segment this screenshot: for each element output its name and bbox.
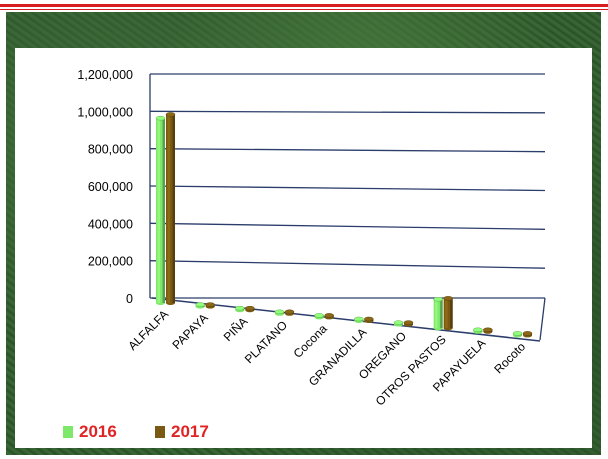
bar-body xyxy=(443,298,453,329)
bar-body xyxy=(166,114,175,303)
x-tick-label: Cocona xyxy=(291,321,330,360)
bar-2017-5 xyxy=(364,316,374,323)
bar-2017-1 xyxy=(205,302,215,309)
x-tick-label: ALFALFA xyxy=(125,307,171,353)
bar-2016-3 xyxy=(274,309,285,316)
bar-2017-2 xyxy=(245,305,255,313)
legend-item-2017: 2017 xyxy=(155,422,209,442)
legend-swatch-2017 xyxy=(155,426,165,438)
bar-highlight xyxy=(445,298,448,329)
legend-label-2016: 2016 xyxy=(79,422,117,441)
chart-panel xyxy=(15,48,592,448)
bar-2017-4 xyxy=(324,313,334,320)
bar-cap xyxy=(522,331,533,336)
bar-cap xyxy=(195,302,205,307)
bar-cap xyxy=(354,316,364,322)
bar-cap xyxy=(284,309,295,315)
gridline xyxy=(149,260,546,269)
bar-2016-0 xyxy=(155,115,166,305)
bar-2016-6 xyxy=(393,320,404,327)
y-tick-label: 200,000 xyxy=(88,255,133,269)
bar-cap xyxy=(235,305,245,311)
bar-cap xyxy=(155,115,166,121)
bar-2017-9 xyxy=(522,331,533,338)
bar-cap xyxy=(274,309,285,315)
bar-body xyxy=(433,299,443,329)
bars xyxy=(155,112,533,338)
y-tick-labels: 0 200,000 400,000 600,000 800,000 1,000,000 1,… xyxy=(77,68,133,306)
bar-shadow xyxy=(450,298,453,329)
gridline xyxy=(149,222,546,230)
bar-cap xyxy=(205,302,215,307)
top-rule-1 xyxy=(0,4,608,7)
bar-2016-2 xyxy=(235,305,245,313)
bar-2017-0 xyxy=(165,112,176,305)
bar-cap xyxy=(473,327,483,333)
bar-2016-5 xyxy=(354,316,364,323)
bar-shadow xyxy=(172,114,175,303)
bar-2017-3 xyxy=(284,309,295,316)
bar-highlight xyxy=(167,114,170,303)
bar-2016-9 xyxy=(512,331,523,338)
bar-highlight xyxy=(157,118,160,303)
bar-2017-6 xyxy=(403,320,414,327)
legend-swatch-2016 xyxy=(63,426,73,438)
y-tick-label: 0 xyxy=(126,292,133,306)
legend-item-2016: 2016 xyxy=(63,422,117,442)
bar-body xyxy=(156,118,165,303)
gridline xyxy=(149,185,546,192)
bar-cap xyxy=(483,327,493,333)
y-tick-label: 400,000 xyxy=(88,217,133,231)
bar-cap xyxy=(364,316,374,322)
y-tick-label: 600,000 xyxy=(88,180,133,194)
legend-label-2017: 2017 xyxy=(171,422,209,441)
bar-cap xyxy=(433,297,443,302)
x-tick-label: PAPAYA xyxy=(169,311,210,352)
gridline xyxy=(149,148,546,153)
bar-2016-1 xyxy=(195,302,205,309)
bar-highlight xyxy=(435,299,438,329)
bar-cap xyxy=(165,112,176,117)
gridline xyxy=(149,110,546,114)
gridlines xyxy=(149,73,546,342)
bar-cap xyxy=(512,331,523,336)
bar-2016-4 xyxy=(314,313,324,320)
x-tick-label: PIÑA xyxy=(221,314,251,344)
bar-2017-8 xyxy=(483,327,493,334)
bar-cap xyxy=(393,320,404,325)
x-tick-label: Rocoto xyxy=(491,339,528,376)
bar-2017-7 xyxy=(443,296,453,331)
bar-shadow xyxy=(440,299,443,329)
bar-cap xyxy=(314,313,324,318)
y-tick-label: 800,000 xyxy=(88,143,133,157)
bar-cap xyxy=(403,320,414,325)
floor-front-edge xyxy=(151,297,541,342)
y-tick-label: 1,000,000 xyxy=(77,105,133,119)
y-tick-label: 1,200,000 xyxy=(77,68,133,82)
bar-cap xyxy=(324,313,334,318)
bar-shadow xyxy=(162,118,165,303)
bar-cap xyxy=(443,296,453,301)
bar-cap xyxy=(245,305,255,311)
top-rule-2 xyxy=(0,9,608,10)
floor-right-edge xyxy=(539,297,546,341)
bar-2016-7 xyxy=(433,297,443,331)
bar-2016-8 xyxy=(473,327,483,334)
